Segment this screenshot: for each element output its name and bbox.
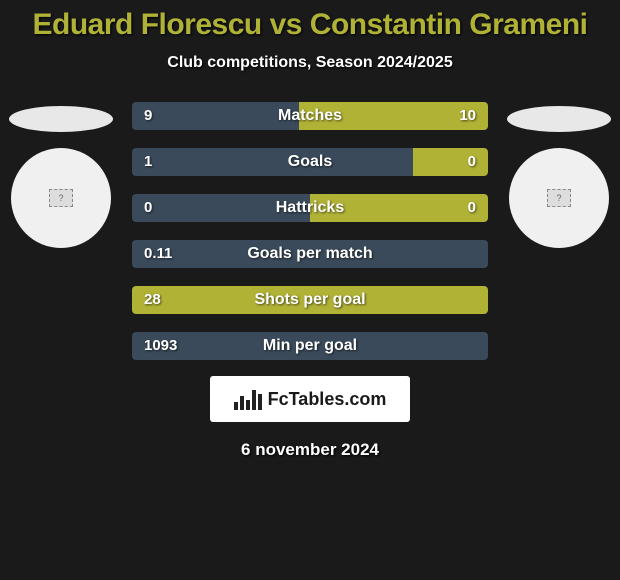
player-photo-left-placeholder: [9, 106, 113, 132]
stat-row: Shots per goal28: [132, 286, 488, 314]
stat-row: Matches910: [132, 102, 488, 130]
content-row: ? Matches910 Goals10 Hattricks00 Goals per …: [0, 102, 620, 360]
stat-row: Min per goal1093: [132, 332, 488, 360]
stat-row: Hattricks00: [132, 194, 488, 222]
stat-bar-track: [132, 148, 488, 176]
stats-column: Matches910 Goals10 Hattricks00 Goals per ma…: [116, 102, 504, 360]
flag-icon: ?: [49, 189, 73, 207]
stat-bar-left: [132, 332, 488, 360]
club-badge-right: ?: [509, 148, 609, 248]
stat-bar-right: [310, 194, 488, 222]
stat-bar-right: [132, 286, 488, 314]
stat-bar-track: [132, 286, 488, 314]
stat-bar-track: [132, 332, 488, 360]
page-title: Eduard Florescu vs Constantin Grameni: [0, 8, 620, 42]
stat-bar-track: [132, 102, 488, 130]
player-left-column: ?: [6, 102, 116, 248]
watermark: FcTables.com: [210, 376, 410, 422]
comparison-card: Eduard Florescu vs Constantin Grameni Cl…: [0, 0, 620, 460]
stat-bar-left: [132, 148, 413, 176]
date-label: 6 november 2024: [0, 440, 620, 460]
stat-bar-left: [132, 194, 310, 222]
club-badge-left: ?: [11, 148, 111, 248]
stat-bar-left: [132, 102, 299, 130]
stat-row: Goals per match0.11: [132, 240, 488, 268]
watermark-text: FcTables.com: [268, 389, 387, 410]
stat-bar-track: [132, 194, 488, 222]
subtitle: Club competitions, Season 2024/2025: [0, 54, 620, 72]
stat-bar-right: [413, 148, 488, 176]
stat-bar-right: [299, 102, 488, 130]
bars-icon: [234, 388, 262, 410]
stat-row: Goals10: [132, 148, 488, 176]
player-photo-right-placeholder: [507, 106, 611, 132]
flag-icon: ?: [547, 189, 571, 207]
stat-bar-track: [132, 240, 488, 268]
stat-bar-left: [132, 240, 488, 268]
player-right-column: ?: [504, 102, 614, 248]
